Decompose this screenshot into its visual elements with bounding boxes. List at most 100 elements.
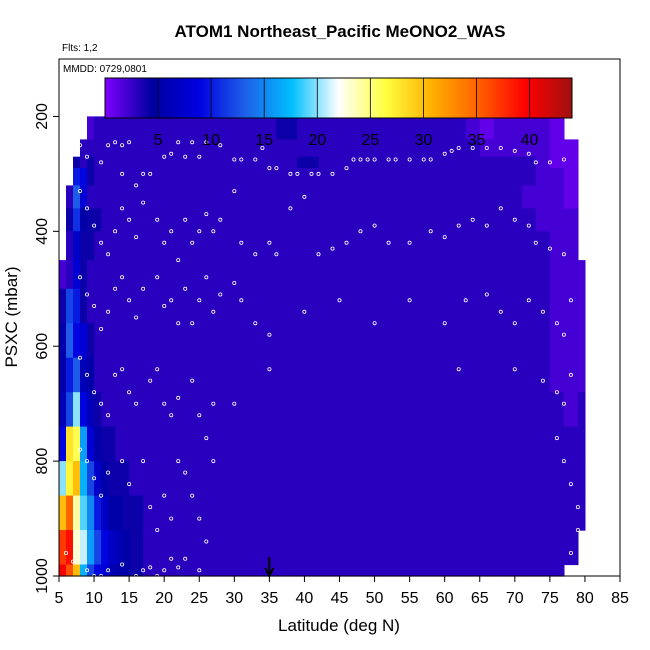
sample-point bbox=[442, 151, 447, 156]
heatmap-cell bbox=[318, 392, 341, 428]
heatmap-cell bbox=[234, 392, 256, 428]
heatmap-cell bbox=[143, 495, 158, 531]
sample-point bbox=[554, 390, 559, 395]
heatmap-cell bbox=[276, 139, 298, 158]
heatmap-cell bbox=[423, 288, 446, 324]
heatmap-cell bbox=[115, 564, 123, 577]
sample-point bbox=[260, 145, 265, 150]
sample-point bbox=[120, 459, 125, 464]
heatmap-cell bbox=[563, 426, 579, 462]
heatmap-cell bbox=[115, 168, 123, 186]
sample-point bbox=[407, 298, 412, 303]
x-tick-label: 35 bbox=[260, 590, 278, 607]
heatmap-cell bbox=[521, 357, 537, 393]
sample-point bbox=[512, 217, 517, 222]
heatmap-cell bbox=[360, 357, 383, 393]
heatmap-cell bbox=[493, 116, 509, 140]
sample-point bbox=[120, 562, 125, 567]
heatmap-cell bbox=[199, 156, 214, 169]
sample-point bbox=[99, 493, 104, 498]
heatmap-cell bbox=[535, 426, 551, 462]
sample-point bbox=[344, 166, 349, 171]
heatmap-cell bbox=[360, 156, 383, 169]
heatmap-cell bbox=[521, 139, 537, 158]
heatmap-cell bbox=[535, 495, 551, 531]
heatmap-cell bbox=[101, 260, 109, 290]
heatmap-cell bbox=[87, 231, 95, 261]
heatmap-cell bbox=[101, 426, 109, 462]
heatmap-cell bbox=[360, 461, 383, 497]
sample-point bbox=[99, 401, 104, 406]
heatmap-cell bbox=[185, 426, 200, 462]
heatmap-cell bbox=[255, 461, 277, 497]
heatmap-cell bbox=[276, 260, 298, 290]
colorbar-ticks: 5 10 15 20 25 30 35 40 bbox=[154, 78, 539, 149]
sample-point bbox=[267, 332, 272, 337]
heatmap-cell bbox=[87, 426, 95, 462]
heatmap-cell bbox=[255, 323, 277, 359]
heatmap-cell bbox=[423, 323, 446, 359]
sample-point bbox=[540, 378, 545, 383]
heatmap-cell bbox=[115, 208, 123, 232]
sample-point bbox=[288, 206, 293, 211]
heatmap-cell bbox=[213, 288, 235, 324]
heatmap-cell bbox=[339, 461, 362, 497]
heatmap-cell bbox=[276, 357, 298, 393]
heatmap-cell bbox=[66, 260, 74, 290]
heatmap-cell bbox=[339, 156, 362, 169]
heatmap-cell bbox=[66, 426, 74, 462]
heatmap-cell bbox=[493, 530, 509, 566]
heatmap-cell bbox=[115, 323, 123, 359]
heatmap-cell bbox=[87, 461, 95, 497]
heatmap-cell bbox=[423, 116, 446, 140]
heatmap-cell bbox=[108, 156, 116, 169]
heatmap-cell bbox=[563, 231, 579, 261]
x-axis: 5 10 15 20 25 30 35 40 45 50 55 60 65 70 75 80 85 bbox=[55, 575, 629, 607]
heatmap-cell bbox=[73, 357, 81, 393]
heatmap-cell bbox=[129, 461, 144, 497]
sample-point bbox=[498, 309, 503, 314]
heatmap-cell bbox=[479, 392, 495, 428]
heatmap-cell bbox=[234, 116, 256, 140]
heatmap-cell bbox=[66, 185, 74, 209]
heatmap-cell bbox=[318, 495, 341, 531]
heatmap-cell bbox=[535, 208, 551, 232]
heatmap-cell bbox=[465, 564, 481, 577]
colorbar-tick-label: 30 bbox=[415, 132, 433, 149]
sample-point bbox=[456, 145, 461, 150]
heatmap-cell bbox=[199, 357, 214, 393]
heatmap-cell bbox=[115, 530, 123, 566]
heatmap-cell bbox=[234, 323, 256, 359]
sample-point bbox=[162, 154, 167, 159]
heatmap-cell bbox=[423, 530, 446, 566]
heatmap-cell bbox=[73, 288, 81, 324]
sample-point bbox=[71, 140, 76, 145]
heatmap-cell bbox=[507, 168, 523, 186]
heatmap-cell bbox=[171, 357, 186, 393]
heatmap-cell bbox=[171, 185, 186, 209]
heatmap-cell bbox=[465, 426, 481, 462]
sample-point bbox=[92, 390, 97, 395]
heatmap-cell bbox=[297, 116, 319, 140]
heatmap-cell bbox=[535, 530, 551, 566]
heatmap-cell bbox=[577, 495, 586, 531]
sample-point bbox=[141, 200, 146, 205]
heatmap-cell bbox=[402, 323, 425, 359]
heatmap-cell bbox=[549, 530, 565, 566]
heatmap-cell bbox=[444, 208, 467, 232]
heatmap-cell bbox=[318, 156, 341, 169]
x-tick-label: 70 bbox=[506, 590, 524, 607]
heatmap-cell bbox=[276, 323, 298, 359]
heatmap-cell bbox=[360, 208, 383, 232]
heatmap-cell bbox=[255, 231, 277, 261]
sample-point bbox=[358, 229, 363, 234]
heatmap-cell bbox=[521, 323, 537, 359]
heatmap-cell bbox=[521, 530, 537, 566]
x-axis-label: Latitude (deg N) bbox=[278, 616, 400, 635]
heatmap-cell bbox=[521, 231, 537, 261]
heatmap-cell bbox=[143, 392, 158, 428]
heatmap-cell bbox=[276, 392, 298, 428]
heatmap-cell bbox=[199, 168, 214, 186]
sample-point bbox=[106, 252, 111, 257]
heatmap-cell bbox=[87, 156, 95, 169]
